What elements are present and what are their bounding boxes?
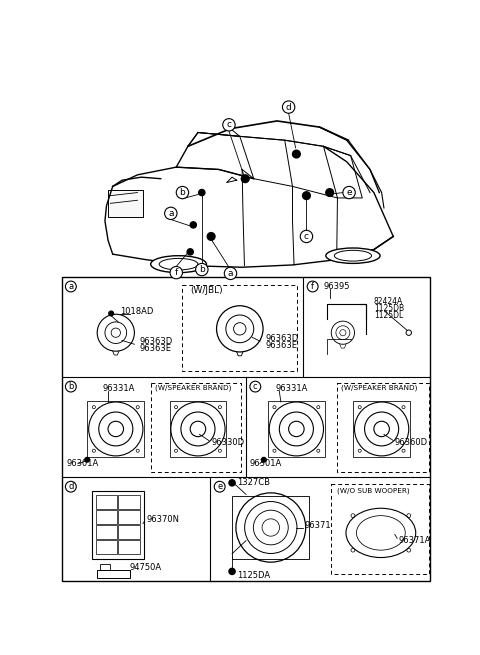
Text: b: b: [180, 188, 185, 197]
Bar: [97, 570, 130, 578]
Circle shape: [223, 119, 235, 131]
Bar: [96, 540, 117, 555]
Circle shape: [229, 569, 235, 574]
Text: 96363D: 96363D: [265, 334, 299, 343]
Text: a: a: [228, 269, 233, 278]
Text: b: b: [68, 382, 73, 391]
Circle shape: [199, 189, 205, 196]
Circle shape: [165, 207, 177, 219]
Circle shape: [196, 263, 208, 276]
Bar: [182, 285, 297, 371]
Text: e: e: [346, 188, 352, 197]
Circle shape: [343, 187, 355, 198]
Bar: [118, 540, 140, 555]
Circle shape: [292, 150, 300, 158]
Bar: [100, 564, 109, 570]
Text: d: d: [68, 482, 73, 491]
Text: c: c: [304, 232, 309, 241]
Circle shape: [224, 267, 237, 280]
Text: 82424A: 82424A: [374, 297, 403, 307]
Text: 1327CB: 1327CB: [237, 478, 270, 487]
Bar: [96, 510, 117, 525]
Bar: [118, 525, 140, 540]
Ellipse shape: [326, 248, 380, 263]
Bar: [337, 383, 429, 472]
Text: 96331A: 96331A: [276, 384, 308, 394]
Text: 96331A: 96331A: [103, 384, 135, 394]
Circle shape: [282, 101, 295, 113]
Text: 96395: 96395: [324, 282, 350, 291]
Text: 1125DL: 1125DL: [374, 311, 403, 320]
Circle shape: [85, 457, 89, 462]
Text: 1125DB: 1125DB: [374, 305, 404, 313]
Bar: [108, 190, 143, 217]
Bar: [268, 401, 324, 457]
Bar: [96, 495, 117, 510]
Circle shape: [241, 175, 249, 183]
Bar: [152, 383, 241, 472]
Circle shape: [190, 222, 196, 228]
Ellipse shape: [151, 255, 206, 272]
Bar: [92, 491, 144, 559]
Bar: [87, 401, 144, 457]
Text: d: d: [286, 103, 291, 111]
Circle shape: [326, 189, 334, 196]
Text: (W/O SUB WOOPER): (W/O SUB WOOPER): [337, 487, 410, 494]
Circle shape: [262, 457, 266, 462]
Text: 96371A: 96371A: [399, 536, 431, 545]
Bar: [118, 495, 140, 510]
Text: a: a: [168, 209, 174, 218]
Circle shape: [187, 249, 193, 255]
Circle shape: [65, 281, 76, 292]
Text: c: c: [253, 382, 258, 391]
Text: 96330D: 96330D: [211, 438, 244, 447]
Bar: [232, 496, 309, 559]
Bar: [96, 525, 117, 540]
Text: 96360D: 96360D: [395, 438, 428, 447]
Bar: [331, 483, 429, 574]
Circle shape: [176, 187, 189, 198]
Circle shape: [214, 481, 225, 492]
Text: (W/JBL): (W/JBL): [190, 286, 223, 295]
Text: 94750A: 94750A: [130, 563, 162, 572]
Text: e: e: [217, 482, 222, 491]
Text: 96301A: 96301A: [249, 459, 281, 468]
Text: (W/SPEAKER BRAND): (W/SPEAKER BRAND): [341, 385, 418, 392]
Text: 96363E: 96363E: [140, 345, 172, 353]
Bar: [169, 401, 226, 457]
Circle shape: [302, 192, 311, 200]
Text: 96370N: 96370N: [147, 515, 180, 523]
Text: 96371: 96371: [304, 521, 331, 530]
Circle shape: [65, 381, 76, 392]
Bar: [118, 510, 140, 525]
Text: 96363D: 96363D: [140, 337, 173, 346]
Text: 1018AD: 1018AD: [120, 307, 154, 316]
Text: 96363E: 96363E: [265, 341, 298, 350]
Text: 96301A: 96301A: [66, 459, 98, 468]
Circle shape: [109, 311, 113, 316]
Circle shape: [207, 233, 215, 240]
Bar: [353, 401, 410, 457]
Circle shape: [65, 481, 76, 492]
Text: f: f: [311, 282, 314, 291]
Text: b: b: [199, 265, 204, 274]
Text: a: a: [68, 282, 73, 291]
Circle shape: [170, 267, 182, 279]
Circle shape: [307, 281, 318, 292]
Bar: [61, 277, 431, 582]
Text: (W/SPEAKER BRAND): (W/SPEAKER BRAND): [156, 385, 232, 392]
Circle shape: [229, 479, 235, 486]
Circle shape: [300, 231, 312, 242]
Text: 1125DA: 1125DA: [237, 571, 270, 580]
Text: f: f: [175, 268, 178, 277]
Text: c: c: [227, 121, 231, 129]
Circle shape: [250, 381, 261, 392]
